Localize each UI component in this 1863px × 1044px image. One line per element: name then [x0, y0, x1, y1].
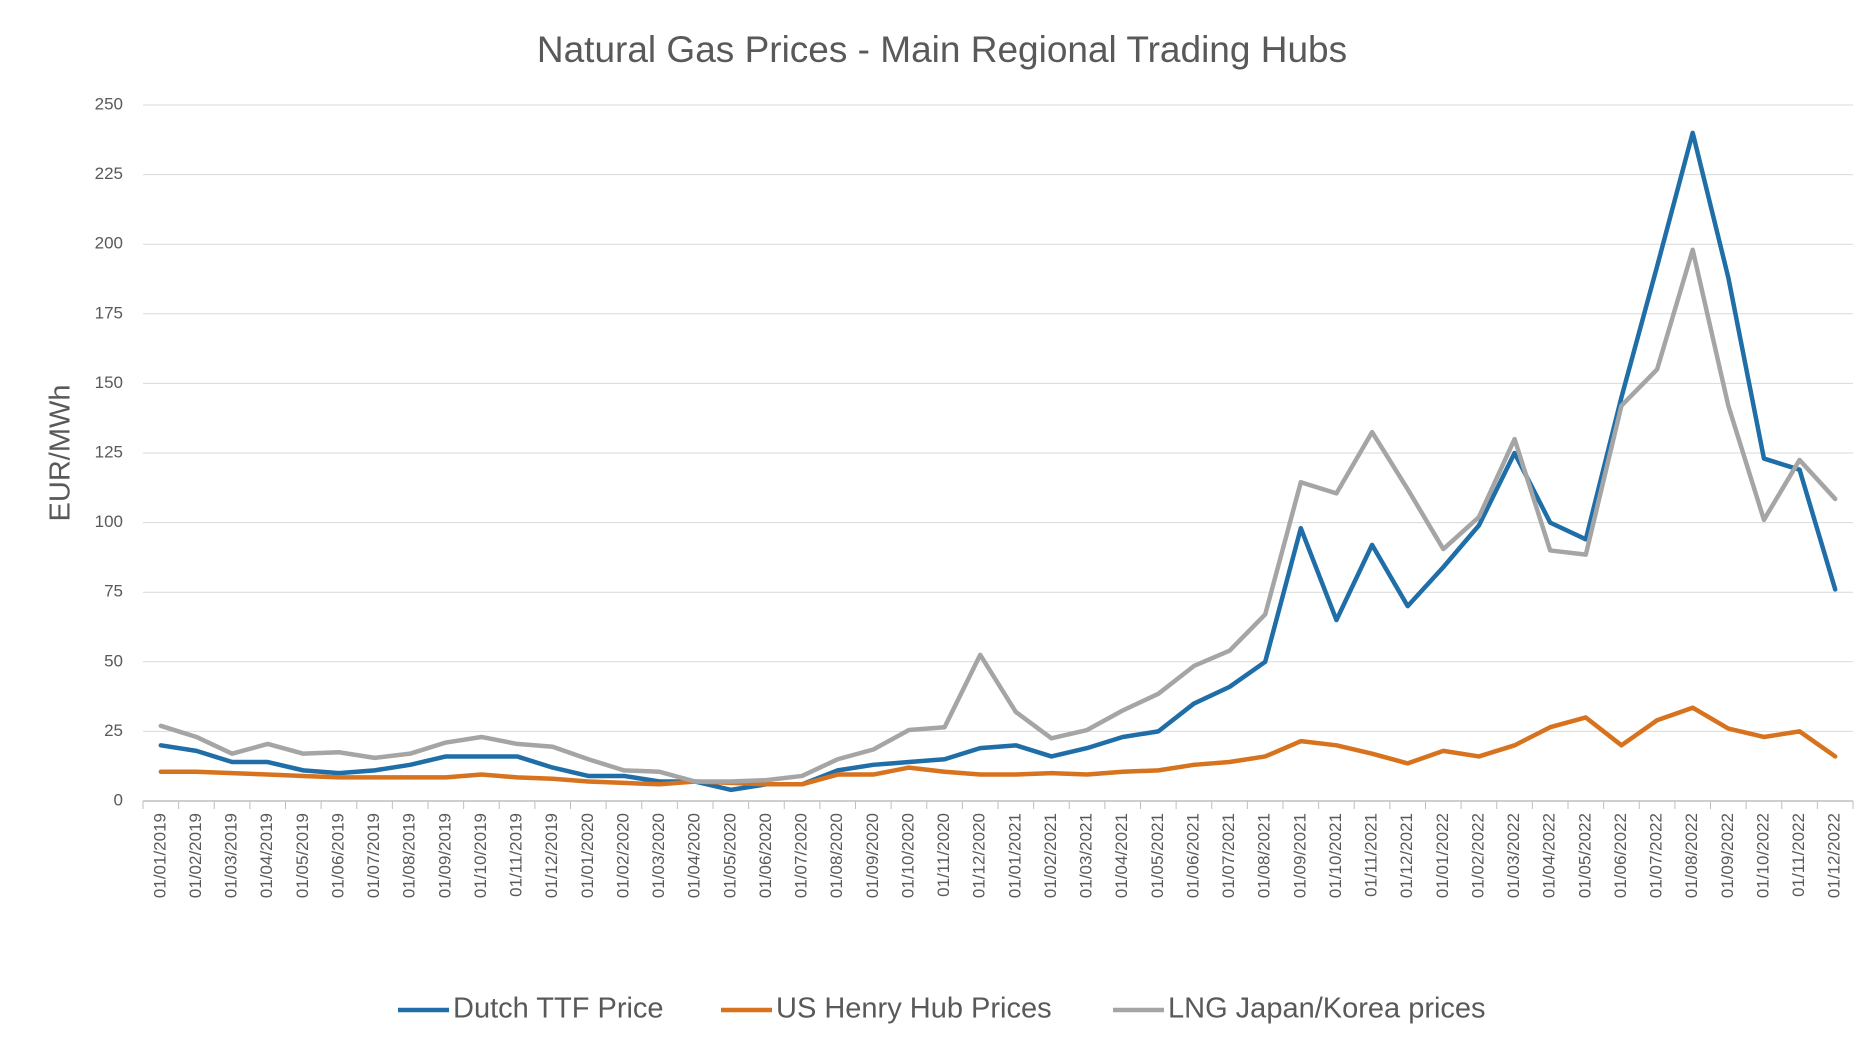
- legend-label: LNG Japan/Korea prices: [1168, 993, 1486, 1025]
- x-tick-label: 01/05/2019: [293, 813, 312, 898]
- x-tick-label: 01/06/2019: [328, 813, 347, 898]
- x-tick-label: 01/11/2019: [507, 813, 526, 897]
- x-tick-label: 01/10/2020: [898, 813, 917, 898]
- legend-label: US Henry Hub Prices: [776, 993, 1052, 1025]
- x-tick-label: 01/03/2022: [1504, 813, 1523, 898]
- x-tick-label: 01/03/2020: [649, 813, 668, 898]
- x-tick-label: 01/01/2022: [1433, 813, 1452, 898]
- x-tick-label: 01/02/2021: [1041, 813, 1060, 898]
- x-tick-label: 01/11/2020: [934, 813, 953, 897]
- x-tick-label: 01/04/2021: [1112, 813, 1131, 898]
- y-tick-label: 150: [95, 373, 123, 392]
- y-tick-label: 50: [104, 651, 123, 670]
- y-tick-label: 125: [95, 442, 123, 461]
- x-tick-label: 01/04/2019: [257, 813, 276, 898]
- y-tick-label: 250: [95, 94, 123, 113]
- x-tick-label: 01/12/2019: [542, 813, 561, 898]
- x-tick-label: 01/01/2019: [150, 813, 169, 898]
- x-tick-label: 01/05/2021: [1148, 813, 1167, 898]
- y-tick-label: 100: [95, 512, 123, 531]
- x-tick-label: 01/01/2020: [578, 813, 597, 898]
- x-tick-label: 01/07/2019: [364, 813, 383, 898]
- x-tick-label: 01/06/2021: [1183, 813, 1202, 898]
- x-tick-label: 01/12/2022: [1825, 813, 1844, 898]
- y-tick-label: 200: [95, 234, 123, 253]
- x-tick-label: 01/07/2020: [792, 813, 811, 898]
- x-tick-label: 01/11/2022: [1789, 813, 1808, 897]
- x-tick-label: 01/07/2021: [1219, 813, 1238, 898]
- x-tick-label: 01/02/2022: [1468, 813, 1487, 898]
- x-tick-label: 01/05/2020: [720, 813, 739, 898]
- legend-label: Dutch TTF Price: [453, 993, 664, 1025]
- x-tick-label: 01/08/2022: [1682, 813, 1701, 898]
- x-tick-label: 01/09/2020: [863, 813, 882, 898]
- y-tick-label: 75: [104, 582, 123, 601]
- x-tick-label: 01/02/2020: [613, 813, 632, 898]
- chart-title: Natural Gas Prices - Main Regional Tradi…: [537, 29, 1347, 70]
- x-tick-label: 01/06/2020: [756, 813, 775, 898]
- x-tick-label: 01/07/2022: [1647, 813, 1666, 898]
- x-tick-label: 01/04/2020: [685, 813, 704, 898]
- x-tick-label: 01/04/2022: [1540, 813, 1559, 898]
- x-tick-label: 01/12/2020: [970, 813, 989, 898]
- x-tick-label: 01/09/2021: [1290, 813, 1309, 898]
- x-tick-label: 01/10/2022: [1753, 813, 1772, 898]
- series-line: [158, 247, 1838, 784]
- x-tick-label: 01/06/2022: [1611, 813, 1630, 898]
- series-line: [158, 705, 1838, 787]
- x-tick-label: 01/09/2022: [1718, 813, 1737, 898]
- x-tick-label: 01/08/2019: [400, 813, 419, 898]
- y-tick-label: 225: [95, 164, 123, 183]
- y-tick-label: 0: [114, 790, 123, 809]
- x-tick-label: 01/10/2019: [471, 813, 490, 898]
- x-tick-label: 01/09/2019: [435, 813, 454, 898]
- y-tick-label: 25: [104, 721, 123, 740]
- series-line: [158, 130, 1838, 793]
- x-tick-label: 01/03/2021: [1077, 813, 1096, 898]
- x-tick-label: 01/11/2021: [1362, 813, 1381, 897]
- y-axis-label: EUR/MWh: [45, 385, 77, 522]
- x-tick-label: 01/12/2021: [1397, 813, 1416, 898]
- x-tick-label: 01/01/2021: [1005, 813, 1024, 898]
- y-tick-label: 175: [95, 303, 123, 322]
- x-tick-label: 01/10/2021: [1326, 813, 1345, 898]
- x-tick-label: 01/05/2022: [1575, 813, 1594, 898]
- x-tick-label: 01/03/2019: [222, 813, 241, 898]
- x-tick-label: 01/02/2019: [186, 813, 205, 898]
- x-tick-label: 01/08/2021: [1255, 813, 1274, 898]
- x-tick-label: 01/08/2020: [827, 813, 846, 898]
